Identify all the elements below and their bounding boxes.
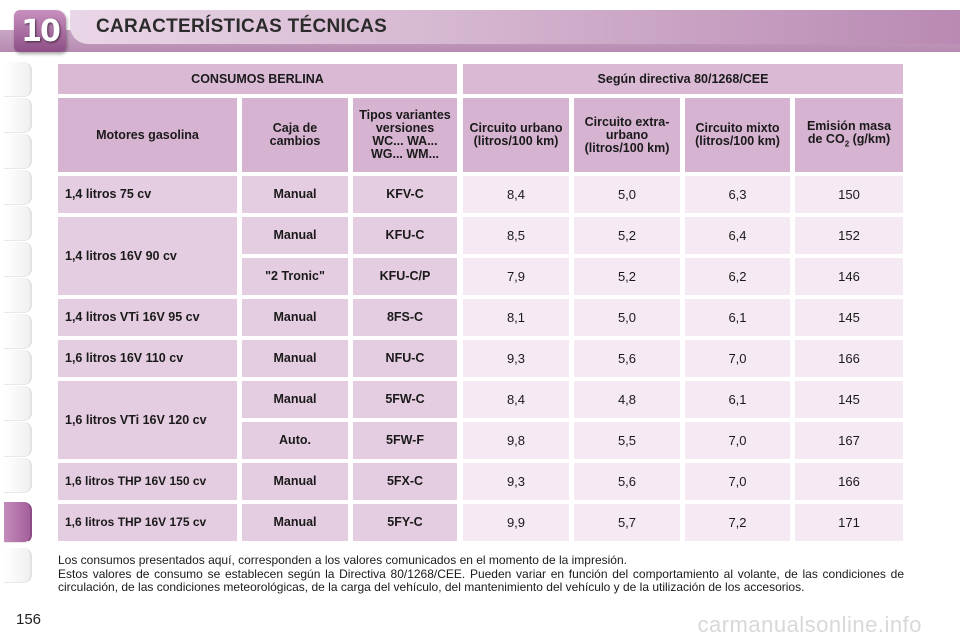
engine-label: 1,6 litros THP 16V 175 cv [58, 504, 237, 541]
extra-urban-cell: 5,6 [574, 340, 680, 377]
side-tab[interactable] [4, 134, 32, 169]
co2-cell: 145 [795, 299, 903, 336]
engine-label: 1,6 litros 16V 110 cv [58, 340, 237, 377]
co2-cell: 166 [795, 340, 903, 377]
side-tabs [0, 62, 34, 583]
urban-cell: 8,5 [463, 217, 569, 254]
gearbox-cell: Manual [242, 176, 348, 213]
type-cell: 5FW-F [353, 422, 457, 459]
emission-label: Emisión masa de CO [806, 118, 892, 146]
extra-urban-cell: 4,8 [574, 381, 680, 418]
group-header-right: Según directiva 80/1268/CEE [463, 64, 903, 94]
extra-urban-cell: 5,5 [574, 422, 680, 459]
urban-cell: 9,3 [463, 340, 569, 377]
extra-urban-cell: 5,0 [574, 176, 680, 213]
engine-label: 1,6 litros VTi 16V 120 cv [58, 381, 237, 459]
emission-unit: (g/km) [849, 131, 891, 146]
side-tab[interactable] [4, 62, 32, 97]
engine-label: 1,6 litros THP 16V 150 cv [58, 463, 237, 500]
col-header-extra-urban: Circuito extra-urbano (litros/100 km) [574, 98, 680, 172]
side-tab-active[interactable] [4, 502, 32, 543]
urban-cell: 7,9 [463, 258, 569, 295]
gearbox-cell: Manual [242, 463, 348, 500]
type-cell: KFV-C [353, 176, 457, 213]
mixed-cell: 6,3 [685, 176, 790, 213]
chapter-badge: 10 [14, 10, 66, 52]
footnote-line: Los consumos presentados aquí, correspon… [58, 553, 627, 567]
group-header-left: CONSUMOS BERLINA [58, 64, 457, 94]
urban-cell: 9,9 [463, 504, 569, 541]
mixed-cell: 7,0 [685, 340, 790, 377]
type-cell: 5FY-C [353, 504, 457, 541]
emission-subscript: 2 [844, 139, 850, 149]
col-header-gearbox: Caja de cambios [242, 98, 348, 172]
side-tab[interactable] [4, 98, 32, 133]
urban-cell: 8,4 [463, 176, 569, 213]
side-tab[interactable] [4, 548, 32, 583]
mixed-cell: 6,1 [685, 299, 790, 336]
type-cell: NFU-C [353, 340, 457, 377]
gearbox-cell: Manual [242, 340, 348, 377]
co2-cell: 171 [795, 504, 903, 541]
gearbox-cell: "2 Tronic" [242, 258, 348, 295]
col-header-mixed: Circuito mixto (litros/100 km) [685, 98, 790, 172]
side-tab[interactable] [4, 206, 32, 241]
side-tab[interactable] [4, 422, 32, 457]
side-tab[interactable] [4, 386, 32, 421]
footnote-line: Estos valores de consumo se establecen s… [58, 566, 904, 594]
side-tab[interactable] [4, 350, 32, 385]
type-cell: KFU-C [353, 217, 457, 254]
type-cell: 5FW-C [353, 381, 457, 418]
side-tab[interactable] [4, 278, 32, 313]
mixed-cell: 6,1 [685, 381, 790, 418]
co2-cell: 150 [795, 176, 903, 213]
gearbox-cell: Manual [242, 381, 348, 418]
co2-cell: 146 [795, 258, 903, 295]
co2-cell: 167 [795, 422, 903, 459]
gearbox-cell: Manual [242, 504, 348, 541]
gearbox-cell: Manual [242, 299, 348, 336]
side-tab[interactable] [4, 242, 32, 277]
side-tab[interactable] [4, 314, 32, 349]
side-tab[interactable] [4, 170, 32, 205]
gearbox-cell: Manual [242, 217, 348, 254]
urban-cell: 8,1 [463, 299, 569, 336]
extra-urban-cell: 5,0 [574, 299, 680, 336]
extra-urban-cell: 5,6 [574, 463, 680, 500]
watermark: carmanualsonline.info [697, 612, 922, 637]
footnote: Los consumos presentados aquí, correspon… [58, 553, 904, 595]
type-cell: KFU-C/P [353, 258, 457, 295]
co2-cell: 145 [795, 381, 903, 418]
engine-label: 1,4 litros 16V 90 cv [58, 217, 237, 295]
extra-urban-cell: 5,2 [574, 217, 680, 254]
gearbox-cell: Auto. [242, 422, 348, 459]
type-cell: 8FS-C [353, 299, 457, 336]
co2-cell: 166 [795, 463, 903, 500]
extra-urban-cell: 5,2 [574, 258, 680, 295]
col-header-urban: Circuito urbano (litros/100 km) [463, 98, 569, 172]
engine-label: 1,4 litros 75 cv [58, 176, 237, 213]
mixed-cell: 6,4 [685, 217, 790, 254]
extra-urban-cell: 5,7 [574, 504, 680, 541]
col-header-engine: Motores gasolina [58, 98, 237, 172]
urban-cell: 8,4 [463, 381, 569, 418]
page-number: 156 [16, 611, 42, 628]
mixed-cell: 7,0 [685, 463, 790, 500]
mixed-cell: 7,0 [685, 422, 790, 459]
co2-cell: 152 [795, 217, 903, 254]
page-title: CARACTERÍSTICAS TÉCNICAS [96, 16, 388, 37]
mixed-cell: 6,2 [685, 258, 790, 295]
urban-cell: 9,3 [463, 463, 569, 500]
side-tab[interactable] [4, 458, 32, 493]
mixed-cell: 7,2 [685, 504, 790, 541]
engine-label: 1,4 litros VTi 16V 95 cv [58, 299, 237, 336]
col-header-emission: Emisión masa de CO2 (g/km) [795, 98, 903, 172]
urban-cell: 9,8 [463, 422, 569, 459]
header-band [70, 10, 960, 44]
type-cell: 5FX-C [353, 463, 457, 500]
col-header-types: Tipos variantes versiones WC... WA... WG… [353, 98, 457, 172]
chapter-number: 10 [21, 14, 61, 49]
